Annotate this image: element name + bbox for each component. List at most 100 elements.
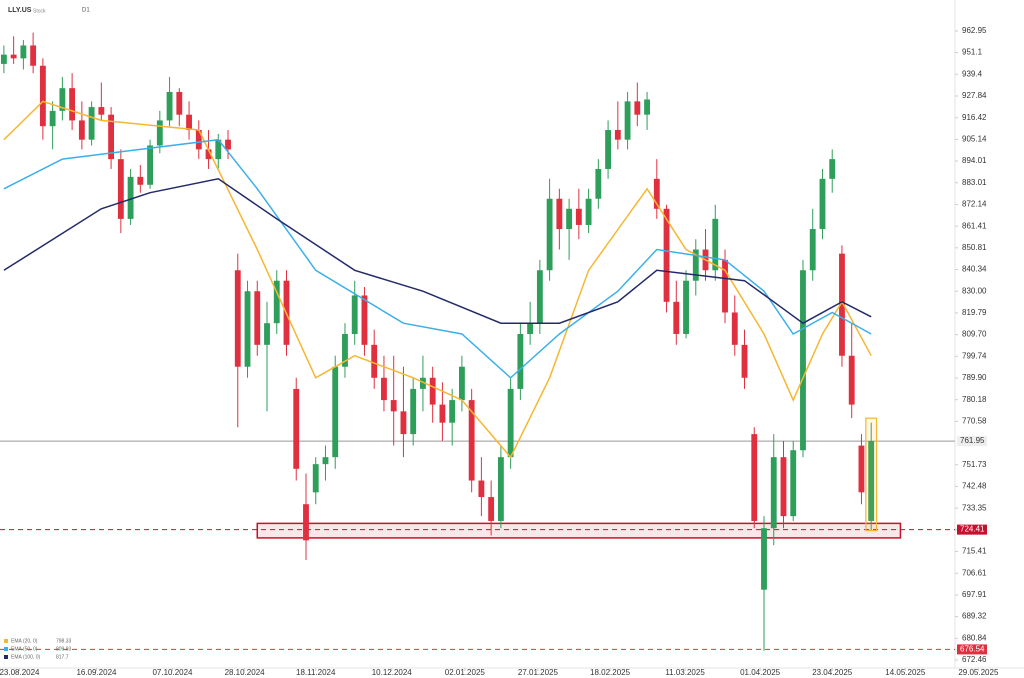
candle-body (420, 377, 426, 389)
candle-body (127, 176, 134, 219)
candle-body (244, 291, 251, 367)
candle-body (381, 377, 387, 401)
timeframe[interactable]: D1 (82, 8, 90, 14)
y-tick-label: 894.01 (962, 156, 987, 165)
candle-body (751, 434, 758, 521)
candle-body (731, 312, 738, 345)
legend-value: 798.33 (56, 638, 72, 644)
candle-body (351, 295, 358, 334)
candle-body (585, 198, 592, 225)
x-tick-label: 23.04.2025 (812, 668, 853, 677)
y-tick-label: 850.81 (962, 243, 987, 252)
candle-body (176, 91, 183, 115)
candle-body (839, 253, 845, 356)
highlight-box (865, 417, 878, 532)
candle-body (488, 497, 495, 521)
candle-body (829, 159, 836, 179)
candle-body (790, 450, 797, 517)
candle-body (108, 114, 115, 160)
legend-value: 817.7 (56, 654, 69, 660)
candle-body (303, 504, 309, 541)
price-level-label: 676.54 (960, 645, 985, 654)
legend-value: 809.93 (56, 646, 72, 652)
x-tick-label: 01.04.2025 (740, 668, 781, 677)
candle-body (595, 168, 602, 199)
candle-body (205, 149, 212, 160)
candle-body (166, 91, 173, 121)
candle-body (614, 130, 621, 140)
candle-body (332, 366, 339, 458)
y-tick-label: 751.73 (962, 460, 987, 469)
legend-name: EMA (50, 0) (11, 646, 38, 652)
candle-body (517, 333, 524, 389)
candle-body (254, 291, 261, 345)
candle-body (848, 355, 855, 405)
y-tick-label: 680.84 (962, 633, 987, 642)
candle-body (449, 400, 456, 423)
candle-body (195, 130, 202, 150)
y-tick-label: 962.95 (962, 26, 987, 35)
symbol: LLY.US (8, 7, 32, 14)
candle-body (536, 270, 543, 324)
candle-body (78, 120, 85, 140)
x-tick-label: 28.10.2024 (225, 668, 266, 677)
candle-body (69, 88, 76, 121)
y-tick-label: 883.01 (962, 178, 987, 187)
candle-body (312, 464, 319, 493)
price-level-box (957, 436, 987, 447)
y-tick-label: 780.18 (962, 395, 987, 404)
ema-line (3, 138, 872, 379)
candle-body (566, 208, 573, 230)
x-tick-label: 11.03.2025 (665, 668, 705, 677)
y-tick-label: 672.46 (962, 655, 987, 664)
x-tick-label: 07.10.2024 (152, 668, 193, 677)
candle-body (147, 145, 153, 185)
price-level-box (957, 644, 987, 655)
candle-body (624, 101, 631, 140)
y-tick-label: 905.14 (962, 135, 987, 144)
candle-body (780, 457, 787, 517)
y-tick-label: 789.90 (962, 373, 987, 382)
candle-body (225, 139, 231, 150)
candle-body (634, 101, 641, 115)
legend-swatch (4, 655, 8, 659)
candle-body (722, 259, 728, 313)
candle-body (800, 270, 806, 451)
y-tick-label: 872.14 (962, 200, 987, 209)
candle-body (644, 99, 650, 115)
candle-body (390, 400, 397, 412)
candle-body (410, 388, 417, 435)
y-tick-label: 715.41 (962, 547, 987, 556)
candle-body (497, 457, 504, 521)
candle-body (683, 280, 689, 334)
candle-body (663, 208, 670, 302)
x-tick-label: 23.08.2024 (0, 668, 40, 677)
candle-body (186, 114, 192, 131)
y-tick-label: 697.91 (962, 590, 987, 599)
candle-body (273, 280, 280, 324)
candle-body (88, 107, 95, 140)
candle-body (400, 411, 407, 435)
candle-body (653, 178, 660, 209)
candle-body (605, 130, 612, 169)
candle-body (819, 178, 826, 230)
y-tick-label: 830.00 (962, 286, 987, 295)
y-tick-label: 939.4 (962, 69, 983, 78)
candle-body (868, 440, 875, 521)
y-tick-label: 809.70 (962, 330, 987, 339)
candle-body (770, 457, 777, 529)
ema-line (3, 178, 872, 325)
y-tick-label: 770.58 (962, 416, 987, 425)
candle-body (98, 107, 105, 115)
x-tick-label: 10.12.2024 (372, 668, 413, 677)
candle-body (761, 528, 767, 590)
y-tick-label: 840.34 (962, 265, 987, 274)
legend-name: EMA (100, 0) (11, 654, 41, 660)
y-tick-label: 819.79 (962, 308, 987, 317)
price-level-label: 761.95 (960, 436, 985, 445)
y-tick-label: 799.74 (962, 351, 987, 360)
candle-body (137, 176, 144, 185)
y-tick-label: 706.61 (962, 568, 987, 577)
legend-swatch (4, 639, 8, 643)
